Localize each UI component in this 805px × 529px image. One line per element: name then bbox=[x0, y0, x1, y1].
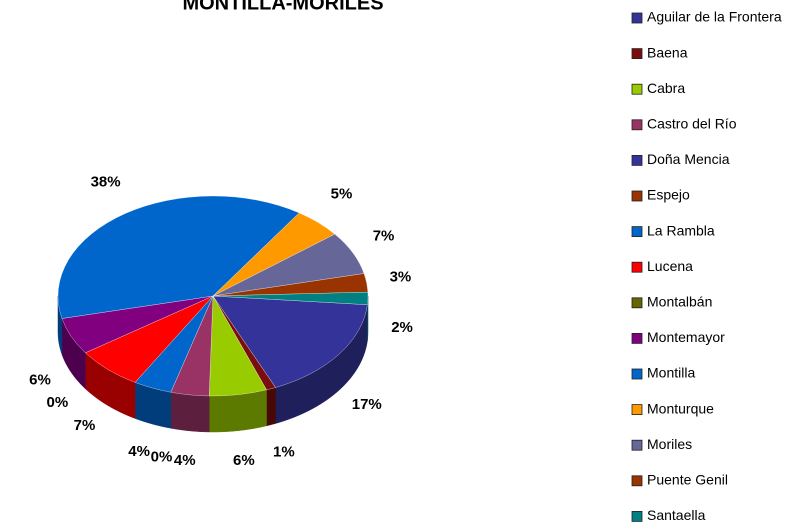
data-label: 6% bbox=[29, 371, 51, 388]
slice bbox=[212, 292, 369, 305]
data-label: 4% bbox=[128, 443, 150, 460]
slice-side bbox=[170, 391, 210, 433]
data-label: 7% bbox=[74, 417, 96, 434]
slice-side bbox=[266, 387, 276, 427]
legend-label: Puente Genil bbox=[647, 472, 728, 488]
legend-swatch bbox=[631, 368, 643, 380]
data-label: 6% bbox=[233, 452, 255, 469]
legend-swatch bbox=[631, 332, 643, 344]
legend-swatch bbox=[631, 119, 643, 131]
legend-label: Santaella bbox=[647, 507, 706, 523]
legend-label: Montalbán bbox=[647, 294, 712, 310]
data-label: 5% bbox=[331, 186, 353, 203]
legend-label: Cabra bbox=[647, 80, 685, 96]
legend-label: Aguilar de la Frontera bbox=[647, 9, 782, 25]
data-label: 0% bbox=[47, 394, 69, 411]
legend-label: Baena bbox=[647, 44, 688, 60]
legend-swatch bbox=[631, 190, 643, 202]
legend-swatch bbox=[631, 226, 643, 238]
legend-swatch bbox=[631, 404, 643, 416]
legend-label: Monturque bbox=[647, 400, 714, 416]
data-label: 38% bbox=[91, 173, 121, 190]
legend-swatch bbox=[631, 439, 643, 451]
data-label: 2% bbox=[391, 319, 413, 336]
legend-label: Castro del Río bbox=[647, 116, 737, 132]
legend-swatch bbox=[631, 261, 643, 273]
legend-swatch bbox=[631, 297, 643, 309]
legend-label: La Rambla bbox=[647, 222, 715, 238]
data-label: 1% bbox=[273, 444, 295, 461]
data-label: 17% bbox=[352, 396, 382, 413]
data-label: 4% bbox=[174, 452, 196, 469]
legend-swatch bbox=[631, 154, 643, 166]
slice bbox=[57, 195, 300, 319]
legend-swatch bbox=[631, 475, 643, 487]
legend-swatch bbox=[631, 48, 643, 59]
chart-title: MONTILLA-MORILES bbox=[182, 0, 383, 14]
legend-label: Montilla bbox=[647, 365, 695, 381]
legend-label: Doña Mencia bbox=[647, 151, 730, 167]
legend-label: Moriles bbox=[647, 436, 692, 452]
legend-swatch bbox=[631, 83, 643, 95]
legend-swatch bbox=[631, 12, 643, 24]
data-label: 3% bbox=[390, 269, 412, 286]
slice-side bbox=[208, 389, 267, 433]
data-label: 7% bbox=[373, 227, 395, 244]
legend-label: Montemayor bbox=[647, 329, 725, 345]
legend-label: Lucena bbox=[647, 258, 693, 274]
legend-label: Espejo bbox=[647, 187, 690, 203]
data-label: 0% bbox=[151, 449, 173, 466]
legend-swatch bbox=[631, 510, 643, 522]
slice bbox=[212, 295, 368, 388]
